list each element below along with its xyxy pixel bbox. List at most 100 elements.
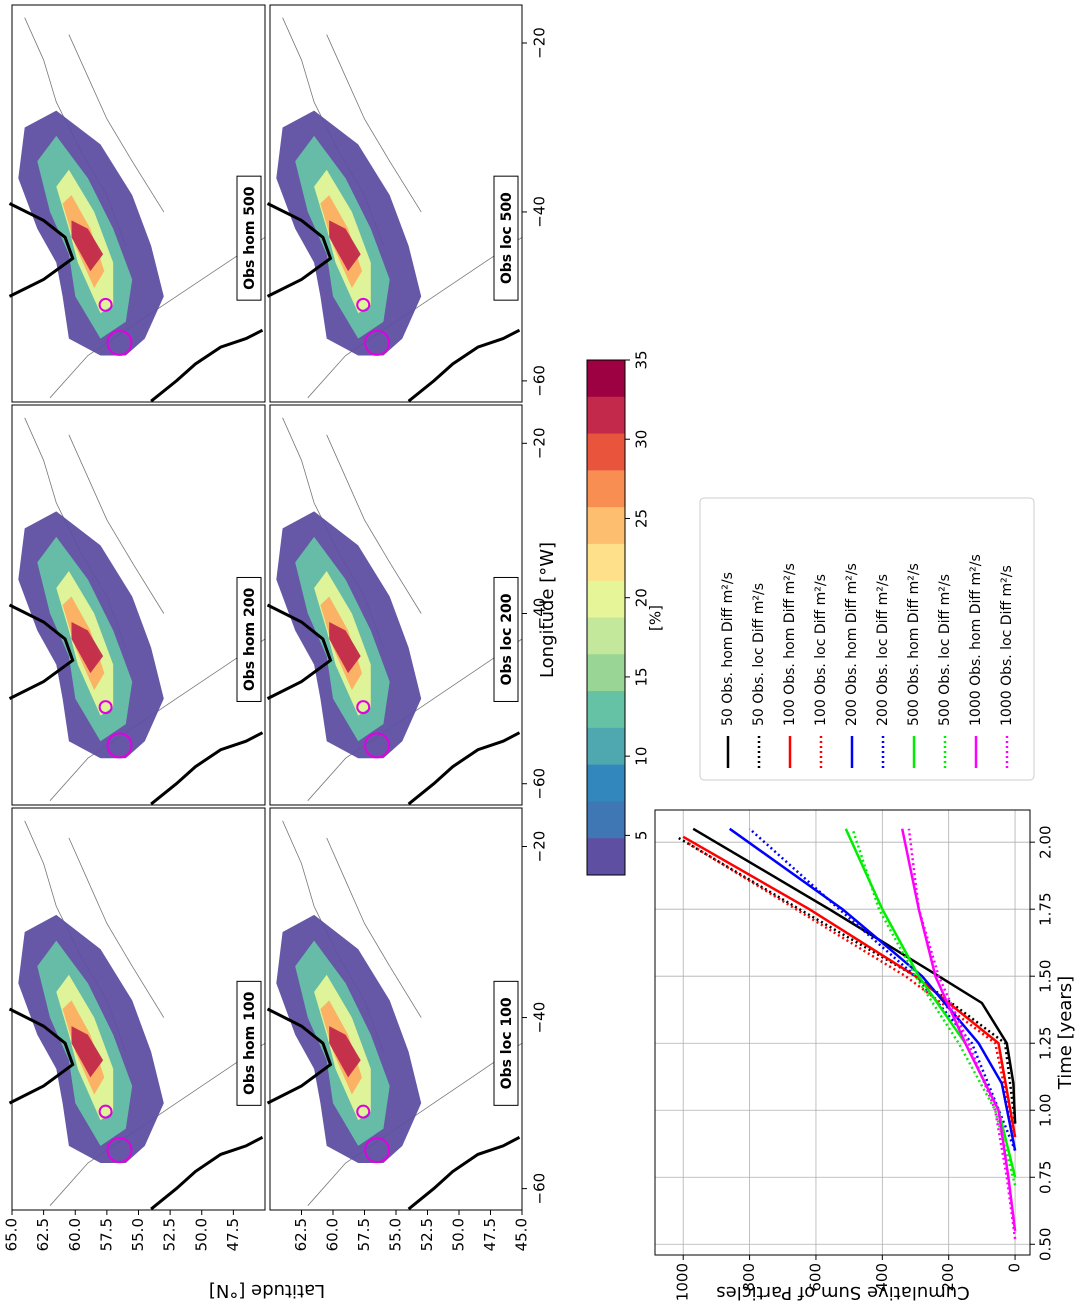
release-contour <box>106 329 133 356</box>
series-line <box>682 835 1017 1138</box>
x-tick-label: 0.75 <box>1037 1161 1055 1194</box>
colorbar-step <box>587 396 625 434</box>
colorbar-step <box>587 469 625 508</box>
map-panel: Obs hom 500 <box>8 4 266 403</box>
panel-title: Obs hom 100 <box>242 991 258 1095</box>
y-tick-label: 47.5 <box>224 1218 242 1251</box>
x-axis-label: Time [years] <box>1055 976 1076 1090</box>
colorbar-step <box>587 359 625 397</box>
colorbar-step <box>587 653 625 692</box>
panel-title-box <box>493 175 519 301</box>
x-tick-label: 1.75 <box>1037 892 1055 925</box>
coastline <box>266 603 333 700</box>
map-panel: Obs loc 100 <box>266 807 523 1211</box>
panel-title-box <box>236 980 262 1106</box>
legend-label: 200 Obs. hom Diff m²/s <box>844 563 860 726</box>
bathymetry-contour <box>326 34 422 213</box>
map-frame <box>269 404 523 806</box>
plume-red <box>71 1026 104 1078</box>
x-tick-label: −20 <box>531 427 549 459</box>
y-tick-label: 52.5 <box>161 1218 179 1251</box>
y-tick-label: 65.0 <box>3 1218 21 1251</box>
map-y-label: Latitude [°N] <box>209 1280 325 1301</box>
y-tick-label: 55.0 <box>129 1218 147 1251</box>
coastline <box>150 328 264 403</box>
x-tick-label: −60 <box>531 1173 549 1205</box>
map-panel: Obs loc 500 <box>266 4 523 403</box>
map-frame <box>269 4 523 403</box>
colorbar-step <box>587 690 625 728</box>
colorbar-step <box>587 543 625 581</box>
series-line <box>692 827 1017 1124</box>
colorbar-step <box>587 764 625 802</box>
plume-red <box>329 220 361 272</box>
colorbar-tick-label: 15 <box>633 667 651 686</box>
colorbar-step <box>587 580 625 618</box>
panel-title: Obs hom 500 <box>242 186 258 290</box>
y-tick-label: 60.0 <box>66 1218 84 1251</box>
map-panel: Obs hom 100 <box>8 807 266 1211</box>
map-frame <box>11 404 266 806</box>
y-tick-label: 50.0 <box>192 1218 210 1251</box>
release-contour <box>106 732 133 759</box>
bathymetry-contour <box>326 837 422 1018</box>
y-tick-label: 57.5 <box>97 1218 115 1251</box>
colorbar-tick-label: 35 <box>633 350 651 369</box>
release-contour <box>356 297 371 312</box>
y-tick-label: 55.0 <box>387 1218 405 1251</box>
legend-box <box>699 497 1035 781</box>
coastline <box>150 731 264 806</box>
series-line <box>844 828 1017 1178</box>
panel-title: Obs loc 100 <box>499 997 515 1089</box>
colorbar-tick-label: 30 <box>633 430 651 449</box>
coastline <box>266 202 333 298</box>
coastline <box>407 731 521 806</box>
plume-red <box>329 1026 361 1078</box>
colorbar-tick-label: 10 <box>633 747 651 766</box>
y-tick-label: 45.0 <box>513 1218 531 1251</box>
x-tick-label: −60 <box>531 365 549 397</box>
coastline <box>266 1007 333 1105</box>
release-contour <box>98 700 113 715</box>
panel-title-box <box>236 175 262 301</box>
colorbar-step <box>587 433 625 471</box>
colorbar-tick-label: 5 <box>633 831 651 841</box>
x-tick-label: 1.50 <box>1037 960 1055 993</box>
map-x-label: Longitude [°W] <box>537 542 558 678</box>
release-contour <box>364 1137 391 1164</box>
y-tick-label: 200 <box>939 1263 957 1292</box>
x-tick-label: 0.50 <box>1037 1228 1055 1261</box>
legend-label: 200 Obs. loc Diff m²/s <box>875 574 891 726</box>
series-line <box>851 828 1017 1186</box>
colorbar-step <box>587 616 625 655</box>
coastline <box>8 603 75 700</box>
release-contour <box>364 329 391 356</box>
colorbar-step <box>587 837 625 875</box>
map-panel: Obs loc 200 <box>266 404 523 806</box>
colorbar-tick-label: 20 <box>633 588 651 607</box>
plume-red <box>329 622 361 674</box>
coastline <box>407 328 521 403</box>
x-tick-label: −60 <box>531 768 549 800</box>
y-tick-label: 60.0 <box>324 1218 342 1251</box>
x-tick-label: 1.25 <box>1037 1027 1055 1060</box>
y-tick-label: 50.0 <box>450 1218 468 1251</box>
plume-red <box>71 622 104 674</box>
colorbar-label: [%] <box>647 605 665 631</box>
colorbar-step <box>587 506 625 544</box>
colorbar-step <box>587 800 625 839</box>
panel-title: Obs hom 200 <box>242 588 258 692</box>
series-line <box>675 835 1017 1124</box>
legend-label: 100 Obs. hom Diff m²/s <box>782 563 798 726</box>
colorbar-tick-label: 25 <box>633 509 651 528</box>
legend-label: 500 Obs. loc Diff m²/s <box>937 574 953 726</box>
y-tick-label: 1000 <box>674 1263 692 1301</box>
colorbar-frame <box>586 359 626 876</box>
release-contour <box>106 1137 133 1164</box>
release-contour <box>364 732 391 759</box>
x-tick-label: −40 <box>531 196 549 228</box>
map-panel: Obs hom 200 <box>8 404 266 806</box>
coastline <box>150 1135 264 1211</box>
release-contour <box>356 700 371 715</box>
